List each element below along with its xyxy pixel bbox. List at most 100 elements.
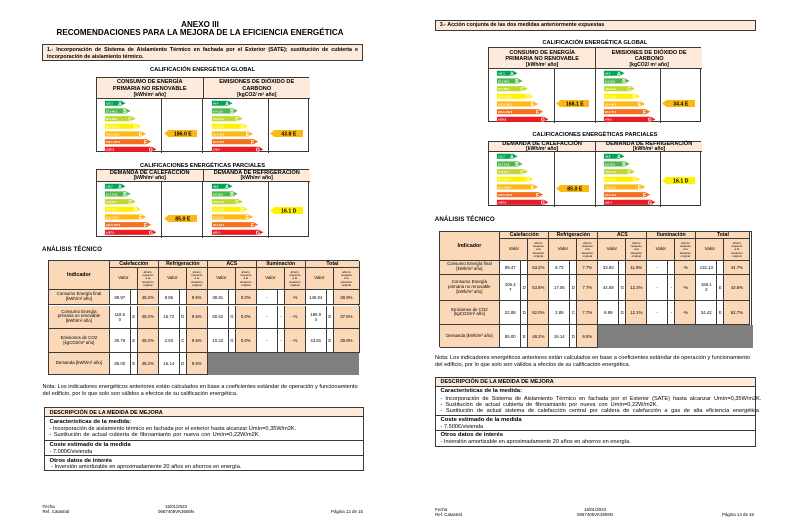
svg-text:46.3-79.0: 46.3-79.0: [605, 110, 617, 114]
svg-text:A: A: [510, 155, 514, 161]
svg-text:G: G: [648, 201, 652, 207]
svg-text:16.1 D: 16.1 D: [281, 209, 297, 214]
svg-text:≥79.0: ≥79.0: [212, 148, 219, 152]
svg-text:46.3-79.0: 46.3-79.0: [212, 140, 224, 144]
svg-text:B: B: [123, 192, 127, 198]
svg-text:G: G: [541, 117, 545, 123]
svg-text:26.2-32.4: 26.2-32.4: [605, 193, 617, 197]
svg-text:21.3-26.2: 21.3-26.2: [605, 186, 617, 190]
svg-text:F: F: [536, 193, 539, 199]
svg-text:<15.7: <15.7: [498, 155, 505, 159]
svg-text:A: A: [617, 155, 621, 161]
svg-text:D: D: [134, 207, 138, 213]
svg-text:E: E: [139, 215, 143, 221]
svg-text:D: D: [632, 94, 636, 100]
svg-text:C: C: [235, 117, 239, 123]
svg-text:B: B: [622, 162, 626, 168]
svg-text:45.7-81.6: 45.7-81.6: [498, 178, 510, 182]
svg-text:C: C: [627, 170, 631, 176]
svg-text:8.8-12.8: 8.8-12.8: [212, 192, 222, 196]
svg-text:≥187.5: ≥187.5: [498, 201, 507, 205]
svg-text:B: B: [230, 109, 234, 115]
svg-text:G: G: [541, 201, 545, 207]
svg-text:G: G: [255, 230, 259, 236]
svg-text:12.8-17.5: 12.8-17.5: [212, 200, 224, 204]
svg-text:D: D: [134, 124, 138, 130]
svg-text:144.3-187.5: 144.3-187.5: [498, 193, 513, 197]
svg-text:G: G: [255, 147, 259, 153]
svg-text:186.0 E: 186.0 E: [173, 132, 191, 137]
svg-text:<27.1: <27.1: [106, 102, 113, 106]
svg-text:168.1 E: 168.1 E: [566, 102, 584, 107]
svg-text:A: A: [118, 185, 122, 191]
svg-text:E: E: [638, 185, 642, 191]
svg-text:45.7-81.6: 45.7-81.6: [106, 208, 118, 212]
svg-text:C: C: [128, 200, 132, 206]
svg-text:F: F: [144, 223, 147, 229]
svg-text:85.0 E: 85.0 E: [567, 187, 583, 192]
svg-text:<6.4: <6.4: [212, 102, 218, 106]
svg-text:15.7-27.8: 15.7-27.8: [106, 192, 118, 196]
svg-text:<6.4: <6.4: [605, 71, 611, 75]
svg-text:F: F: [643, 110, 646, 116]
svg-text:21.1-32.4: 21.1-32.4: [605, 94, 617, 98]
svg-text:206.1-235.8: 206.1-235.8: [106, 140, 121, 144]
svg-text:C: C: [521, 170, 525, 176]
svg-text:B: B: [230, 192, 234, 198]
svg-text:6.4-13.8: 6.4-13.8: [212, 109, 222, 113]
svg-text:34.4 E: 34.4 E: [674, 102, 690, 107]
svg-text:83.2-143.3: 83.2-143.3: [106, 125, 119, 129]
svg-text:85.0 E: 85.0 E: [175, 216, 191, 221]
svg-text:27.1-48.1: 27.1-48.1: [106, 109, 118, 113]
svg-text:A: A: [510, 71, 514, 77]
svg-text:206.1-235.8: 206.1-235.8: [498, 110, 513, 114]
svg-text:B: B: [516, 79, 520, 85]
svg-text:D: D: [632, 178, 636, 184]
svg-text:G: G: [149, 230, 153, 236]
svg-text:≥235.8: ≥235.8: [106, 148, 115, 152]
svg-text:43.8 E: 43.8 E: [281, 132, 297, 137]
svg-text:6.4-13.8: 6.4-13.8: [605, 79, 615, 83]
svg-text:F: F: [643, 193, 646, 199]
svg-text:E: E: [531, 185, 535, 191]
svg-text:F: F: [251, 223, 254, 229]
svg-text:A: A: [225, 185, 229, 191]
svg-text:48.1-83.2: 48.1-83.2: [498, 87, 510, 91]
svg-text:C: C: [521, 87, 525, 93]
svg-text:≥79.0: ≥79.0: [605, 117, 612, 121]
svg-text:B: B: [516, 162, 520, 168]
svg-text:27.8-45.7: 27.8-45.7: [498, 170, 510, 174]
svg-text:83.2-143.3: 83.2-143.3: [498, 94, 511, 98]
svg-text:E: E: [638, 102, 642, 108]
svg-text:≥32.4: ≥32.4: [605, 201, 612, 205]
svg-text:E: E: [139, 132, 143, 138]
svg-text:32.4-46.3: 32.4-46.3: [212, 132, 224, 136]
svg-text:D: D: [526, 178, 530, 184]
svg-text:81.6-144.3: 81.6-144.3: [106, 215, 119, 219]
svg-text:27.1-48.1: 27.1-48.1: [498, 79, 510, 83]
svg-text:15.7-27.8: 15.7-27.8: [498, 163, 510, 167]
svg-text:E: E: [531, 102, 535, 108]
svg-text:21.3-26.2: 21.3-26.2: [212, 215, 224, 219]
svg-text:13.8-21.1: 13.8-21.1: [605, 87, 617, 91]
svg-text:<15.7: <15.7: [106, 185, 113, 189]
svg-text:≥187.5: ≥187.5: [106, 231, 115, 235]
svg-text:17.5-21.3: 17.5-21.3: [212, 208, 224, 212]
svg-text:F: F: [251, 140, 254, 146]
svg-text:C: C: [128, 117, 132, 123]
svg-text:A: A: [617, 71, 621, 77]
svg-text:143.3-206.1: 143.3-206.1: [106, 132, 121, 136]
svg-text:≥235.8: ≥235.8: [498, 117, 507, 121]
svg-text:D: D: [240, 207, 244, 213]
svg-text:B: B: [123, 109, 127, 115]
svg-text:G: G: [648, 117, 652, 123]
svg-text:F: F: [536, 110, 539, 116]
svg-text:32.4-46.3: 32.4-46.3: [605, 102, 617, 106]
svg-text:B: B: [622, 79, 626, 85]
svg-text:A: A: [118, 101, 122, 107]
svg-text:D: D: [240, 124, 244, 130]
svg-text:48.1-83.2: 48.1-83.2: [106, 117, 118, 121]
svg-text:E: E: [245, 132, 249, 138]
svg-text:<27.1: <27.1: [498, 71, 505, 75]
svg-text:A: A: [225, 101, 229, 107]
